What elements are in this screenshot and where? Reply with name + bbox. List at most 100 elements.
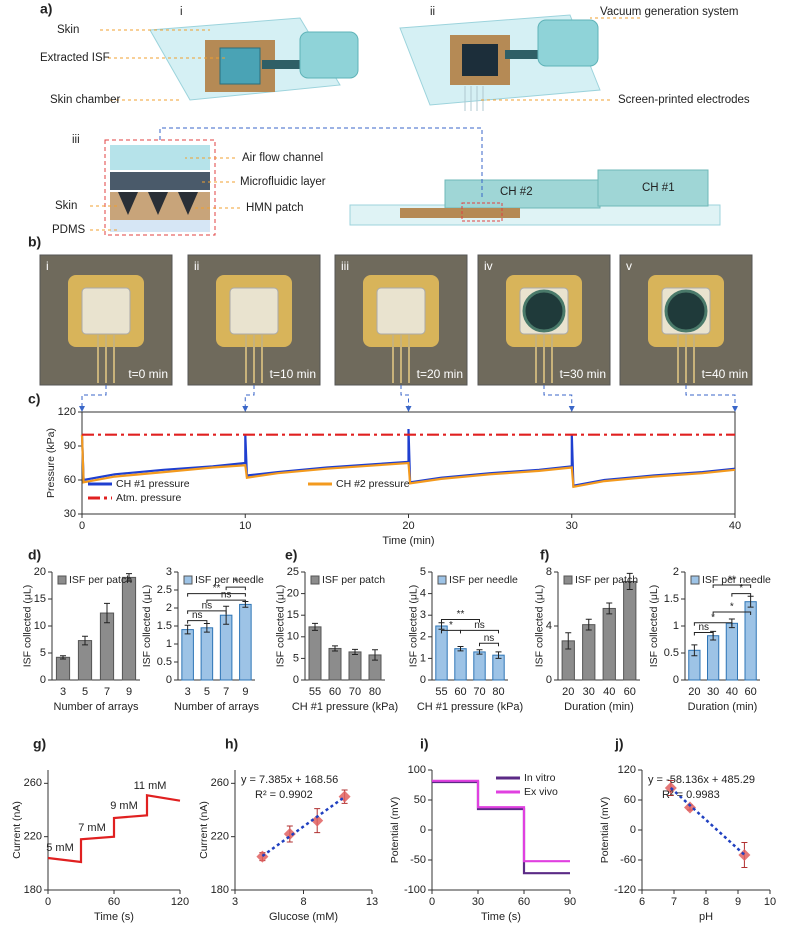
x-axis-label: Glucose (mM) xyxy=(269,911,338,923)
y-tick-label: 8 xyxy=(546,566,552,578)
y-tick-label: 100 xyxy=(408,764,426,776)
point xyxy=(338,790,351,803)
y-tick-label: 10 xyxy=(34,620,46,632)
point xyxy=(684,801,696,814)
x-tick-label: 20 xyxy=(402,520,414,532)
y-axis-label: ISF collected (μL) xyxy=(648,585,660,668)
label: Skin xyxy=(57,24,79,36)
label: CH #1 xyxy=(642,182,675,194)
x-tick-label: 8 xyxy=(300,896,306,908)
photo-wires xyxy=(677,335,695,383)
x-axis-label: CH #1 pressure (kPa) xyxy=(292,701,398,713)
point xyxy=(738,849,751,861)
bar xyxy=(181,629,194,681)
y-tick-label: 10 xyxy=(287,631,299,643)
significance-label: ns xyxy=(221,590,232,601)
significance-label: ns xyxy=(474,620,485,631)
photo-index: i xyxy=(46,259,49,273)
x-tick-label: 90 xyxy=(564,896,576,908)
x-tick-label: 8 xyxy=(703,896,709,908)
y-axis-label: Potential (mV) xyxy=(389,797,401,864)
error-bar xyxy=(312,622,318,631)
legend-label: ISF per needle xyxy=(702,574,771,586)
photo-link xyxy=(81,385,107,410)
r-squared: R² = 0.9902 xyxy=(255,789,313,801)
bar xyxy=(725,622,738,681)
significance-bracket xyxy=(187,610,227,614)
error-bar xyxy=(585,618,592,631)
arrow-head xyxy=(568,406,575,412)
legend-label: ISF per patch xyxy=(322,574,385,586)
y-tick-label: 0 xyxy=(293,674,299,686)
legend-swatch xyxy=(563,575,573,585)
legend-label: Atm. pressure xyxy=(116,492,182,504)
y-axis-label: ISF collected (μL) xyxy=(534,585,546,668)
bar xyxy=(623,580,637,681)
x-tick-label: 3 xyxy=(232,896,238,908)
arrow-head xyxy=(79,406,85,412)
significance-label: ** xyxy=(457,609,465,620)
label: Skin chamber xyxy=(50,94,120,106)
y-tick-label: 2.5 xyxy=(157,584,172,596)
significance-bracket xyxy=(441,619,480,623)
label: Microfluidic layer xyxy=(240,176,326,188)
photo-isf xyxy=(664,289,708,333)
y-tick-label: 260 xyxy=(24,777,42,789)
y-tick-label: 20 xyxy=(34,566,46,578)
label: Skin xyxy=(55,200,77,212)
panel-label: g) xyxy=(33,736,46,752)
panel-label: d) xyxy=(28,547,41,563)
x-axis-label: Time (s) xyxy=(481,911,521,923)
significance-label: ns xyxy=(484,633,495,644)
x-tick-label: 9 xyxy=(126,686,132,698)
panel-label: j) xyxy=(614,736,624,752)
zoom-box xyxy=(461,202,503,222)
bar xyxy=(348,651,362,681)
error-bar xyxy=(606,602,613,615)
photo-link xyxy=(244,385,255,410)
photo-link xyxy=(543,385,573,410)
bar xyxy=(121,576,137,681)
air-flow-layer xyxy=(110,145,210,170)
photo-time: t=10 min xyxy=(270,367,316,381)
photo-device xyxy=(376,287,426,335)
arrow-head xyxy=(732,406,738,412)
x-tick-label: 13 xyxy=(366,896,378,908)
x-tick-label: 5 xyxy=(204,686,210,698)
series-line xyxy=(47,794,181,864)
significance-label: ** xyxy=(728,575,736,586)
significance-label: * xyxy=(730,602,734,613)
panel-label: b) xyxy=(28,234,41,250)
y-tick-label: 180 xyxy=(211,884,229,896)
panel-label: e) xyxy=(285,547,297,563)
x-tick-label: 0 xyxy=(429,896,435,908)
x-tick-label: 10 xyxy=(239,520,251,532)
error-bar xyxy=(476,649,483,655)
ch2-shape xyxy=(444,179,601,209)
x-tick-label: 60 xyxy=(745,686,757,698)
x-axis-label: Number of arrays xyxy=(174,701,259,713)
y-tick-label: 0 xyxy=(166,674,172,686)
photo-isf xyxy=(522,289,566,333)
y-tick-label: 220 xyxy=(211,831,229,843)
arrow-head xyxy=(242,406,249,412)
y-tick-label: 30 xyxy=(64,508,76,520)
step-label: 11 mM xyxy=(134,780,167,792)
y-tick-label: 3 xyxy=(166,566,172,578)
y-tick-label: 15 xyxy=(34,593,46,605)
legend-label: In vitro xyxy=(524,772,556,784)
y-tick-label: 60 xyxy=(64,474,76,486)
x-tick-label: 0 xyxy=(45,896,51,908)
y-axis-label: Current (nA) xyxy=(198,801,210,859)
y-tick-label: 5 xyxy=(40,647,46,659)
y-tick-label: 50 xyxy=(414,794,426,806)
pdms-layer xyxy=(110,220,210,232)
bar xyxy=(200,627,214,681)
x-axis-label: Time (s) xyxy=(94,911,134,923)
y-tick-label: 0 xyxy=(546,674,552,686)
x-tick-label: 7 xyxy=(671,896,677,908)
y-tick-label: 2 xyxy=(166,602,172,614)
y-tick-label: -60 xyxy=(620,854,636,866)
x-tick-label: 80 xyxy=(369,686,381,698)
x-tick-label: 7 xyxy=(223,686,229,698)
